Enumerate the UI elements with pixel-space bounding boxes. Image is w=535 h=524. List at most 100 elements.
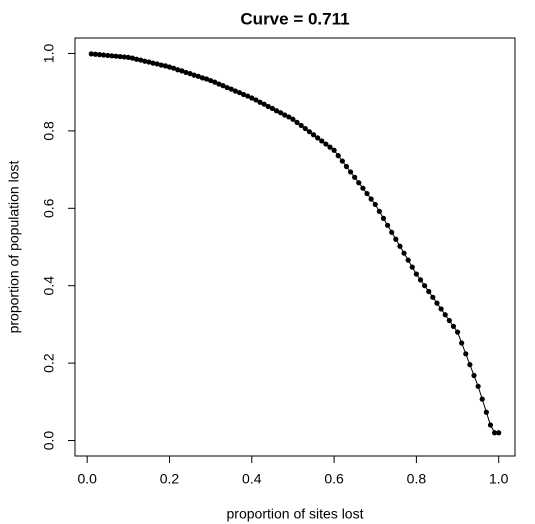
point	[389, 229, 395, 235]
point	[142, 58, 148, 64]
point	[154, 61, 160, 67]
point	[491, 430, 498, 436]
point	[467, 362, 473, 368]
point	[413, 271, 419, 277]
x-tick-label: 0.8	[407, 471, 427, 487]
point	[339, 158, 345, 164]
x-axis-label: proportion of sites lost	[227, 506, 364, 522]
point	[96, 52, 103, 58]
point	[290, 116, 296, 122]
point	[430, 294, 436, 300]
point	[450, 323, 457, 329]
point	[471, 372, 477, 379]
point	[364, 190, 370, 197]
x-tick-label: 0.2	[160, 471, 180, 487]
y-tick-label: 0.4	[41, 276, 57, 296]
x-tick-label: 0.4	[242, 471, 262, 487]
point	[146, 59, 152, 65]
curve-line	[91, 53, 499, 434]
x-tick-label: 0.6	[324, 471, 344, 487]
point	[232, 88, 238, 94]
point	[442, 312, 448, 318]
point	[117, 53, 123, 60]
point	[236, 89, 243, 96]
point	[356, 180, 362, 186]
point	[220, 83, 226, 89]
y-tick-label: 0.2	[41, 353, 57, 373]
point	[228, 86, 234, 92]
point	[245, 93, 251, 99]
point	[265, 103, 271, 110]
y-tick-label: 0.8	[41, 121, 57, 141]
point	[257, 99, 263, 105]
point	[405, 257, 411, 263]
x-tick-label: 1.0	[489, 471, 509, 487]
point	[253, 97, 259, 103]
point	[446, 317, 452, 324]
point	[286, 114, 292, 120]
point	[426, 288, 432, 295]
point	[298, 122, 304, 129]
point	[368, 196, 374, 202]
point	[496, 430, 502, 436]
point	[273, 108, 280, 114]
point	[352, 174, 358, 180]
point	[224, 84, 230, 91]
point	[479, 396, 485, 402]
point	[409, 264, 415, 270]
point	[166, 64, 173, 70]
point	[138, 57, 144, 63]
point	[306, 129, 313, 135]
point	[208, 77, 214, 84]
plot-frame	[74, 37, 516, 457]
point	[282, 112, 288, 118]
point	[347, 169, 354, 175]
point	[195, 73, 201, 79]
chart-title: Curve = 0.711	[240, 9, 349, 28]
point	[384, 222, 391, 228]
point	[88, 51, 94, 57]
point	[125, 54, 131, 60]
point	[216, 81, 222, 87]
point	[319, 138, 325, 144]
point	[105, 52, 111, 59]
point	[335, 153, 341, 159]
point	[212, 79, 218, 85]
point	[113, 53, 119, 59]
point	[454, 329, 461, 335]
point	[203, 76, 210, 82]
point	[92, 51, 99, 57]
point	[171, 65, 177, 71]
point	[129, 55, 136, 61]
point	[475, 383, 481, 389]
x-tick-label: 0.0	[77, 471, 97, 487]
point	[261, 101, 267, 107]
point	[327, 144, 333, 150]
point	[310, 132, 317, 138]
point	[401, 250, 407, 256]
point	[249, 95, 255, 101]
point	[417, 277, 424, 283]
point	[121, 54, 127, 60]
point	[175, 67, 181, 73]
point	[183, 69, 189, 76]
point	[438, 306, 444, 312]
point	[150, 60, 156, 66]
y-axis-label: proportion of population lost	[6, 161, 22, 334]
point	[434, 300, 440, 306]
point	[372, 201, 378, 208]
point	[179, 68, 185, 74]
point	[199, 75, 206, 81]
point	[331, 147, 337, 153]
y-tick-label: 0.6	[41, 198, 57, 218]
point	[269, 105, 275, 112]
point	[343, 163, 350, 170]
point	[294, 119, 300, 125]
point	[187, 71, 193, 77]
point	[393, 236, 399, 242]
point	[380, 215, 387, 221]
point	[315, 135, 321, 141]
point	[360, 185, 366, 191]
point	[302, 125, 308, 132]
point	[459, 340, 465, 346]
